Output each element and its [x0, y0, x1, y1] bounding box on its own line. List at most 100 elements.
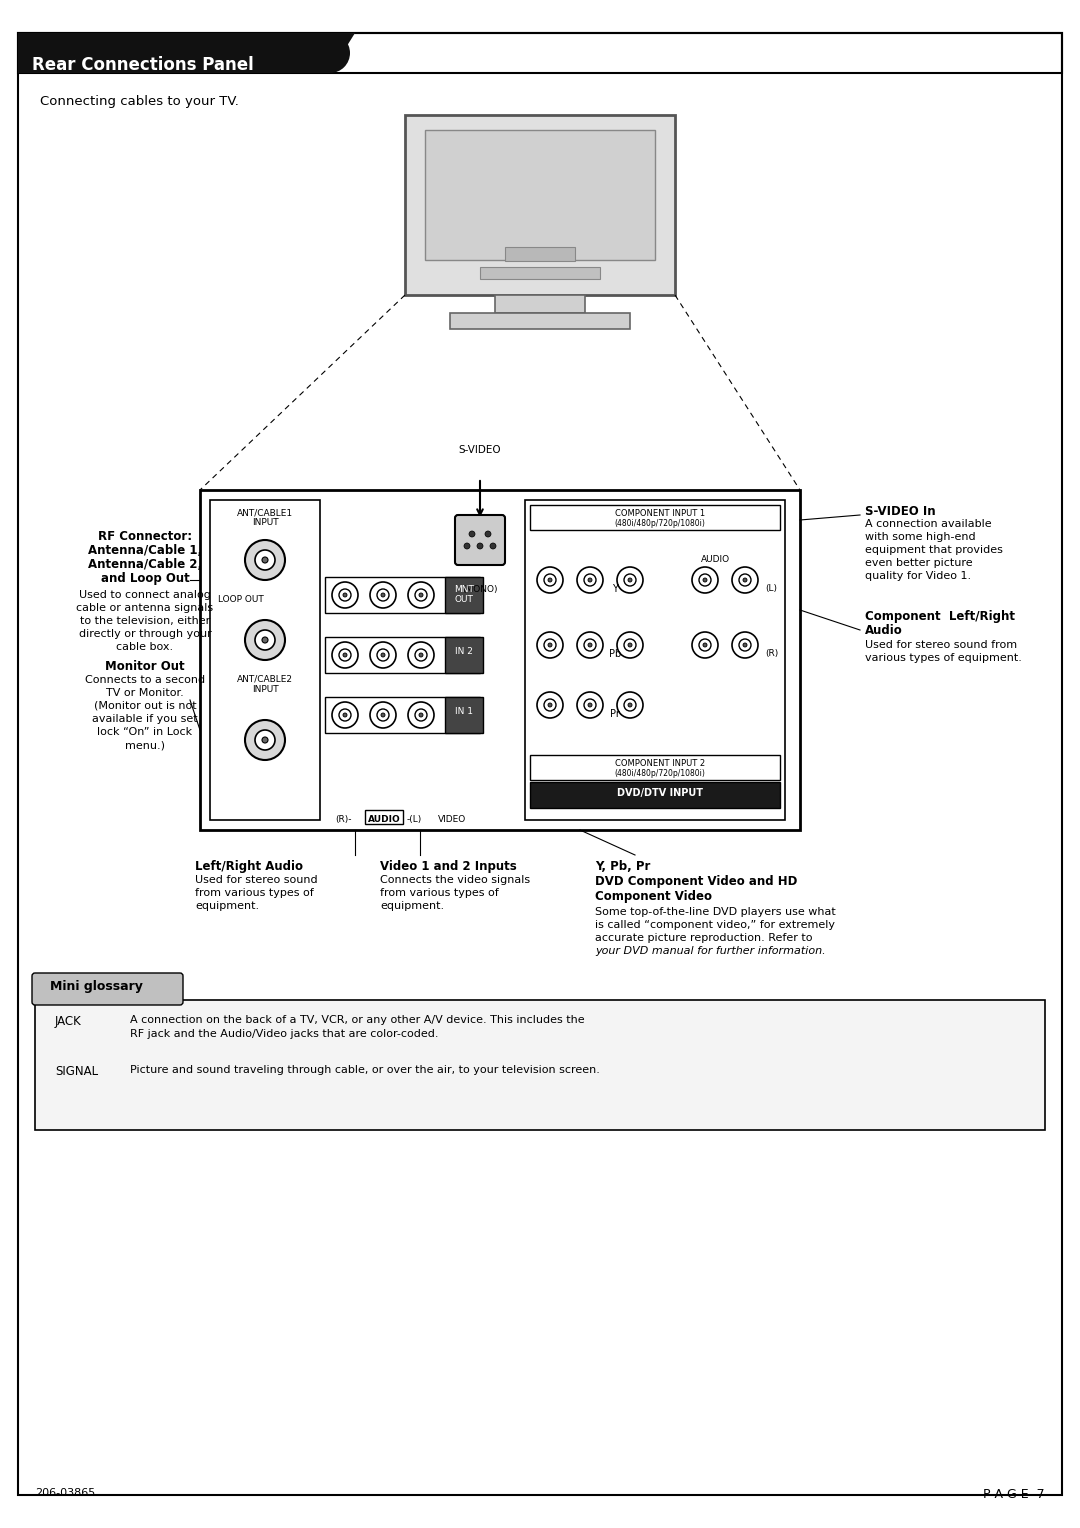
Circle shape: [408, 701, 434, 727]
Bar: [505, 248, 575, 261]
Text: DVD Component Video and HD: DVD Component Video and HD: [595, 876, 797, 888]
Circle shape: [624, 575, 636, 587]
Circle shape: [577, 692, 603, 718]
Text: Antenna/Cable 2,: Antenna/Cable 2,: [87, 558, 202, 571]
Text: DVD/DTV INPUT: DVD/DTV INPUT: [617, 788, 703, 798]
Circle shape: [255, 630, 275, 649]
Text: your DVD manual for further information.: your DVD manual for further information.: [595, 946, 825, 957]
Circle shape: [370, 701, 396, 727]
Circle shape: [381, 593, 384, 597]
Text: A connection on the back of a TV, VCR, or any other A/V device. This includes th: A connection on the back of a TV, VCR, o…: [130, 1015, 589, 1025]
Text: INPUT: INPUT: [252, 685, 279, 694]
FancyBboxPatch shape: [455, 515, 505, 565]
Circle shape: [370, 582, 396, 608]
Circle shape: [377, 588, 389, 601]
Text: -(L): -(L): [407, 814, 422, 824]
Bar: [426, 130, 654, 260]
Circle shape: [588, 643, 592, 646]
Text: (L): (L): [765, 584, 777, 593]
Circle shape: [627, 643, 632, 646]
Bar: [450, 313, 630, 329]
Circle shape: [703, 578, 707, 582]
Text: IN 2: IN 2: [455, 646, 473, 656]
Text: directly or through your: directly or through your: [79, 630, 212, 639]
Circle shape: [415, 649, 427, 662]
Circle shape: [419, 714, 423, 717]
Text: cable box.: cable box.: [117, 642, 174, 652]
Text: RF Connector:: RF Connector:: [98, 530, 192, 542]
Circle shape: [577, 633, 603, 659]
Text: Component Video: Component Video: [595, 889, 712, 903]
Text: OUT: OUT: [455, 594, 473, 604]
Text: menu.): menu.): [125, 740, 165, 750]
Circle shape: [548, 643, 552, 646]
Circle shape: [419, 593, 423, 597]
Text: to the television, either: to the television, either: [80, 616, 211, 626]
Text: Connects to a second: Connects to a second: [85, 675, 205, 685]
Text: ANT/CABLE2: ANT/CABLE2: [237, 675, 293, 685]
Circle shape: [370, 642, 396, 668]
Circle shape: [255, 550, 275, 570]
Circle shape: [339, 588, 351, 601]
Text: TV or Monitor.: TV or Monitor.: [106, 688, 184, 698]
Text: A connection available: A connection available: [865, 520, 991, 529]
Text: 206-03865: 206-03865: [35, 1488, 95, 1497]
Text: lock “On” in Lock: lock “On” in Lock: [97, 727, 192, 736]
Text: quality for Video 1.: quality for Video 1.: [865, 571, 971, 581]
Text: Y: Y: [612, 584, 618, 594]
Circle shape: [703, 643, 707, 646]
Circle shape: [588, 703, 592, 707]
Text: JACK: JACK: [55, 1015, 82, 1028]
Text: from various types of: from various types of: [380, 888, 499, 898]
Circle shape: [245, 720, 285, 759]
Circle shape: [584, 698, 596, 711]
Text: Video 1 and 2 Inputs: Video 1 and 2 Inputs: [380, 860, 516, 872]
Circle shape: [617, 633, 643, 659]
Text: RF jack and the Audio/Video jacks that are color-coded.: RF jack and the Audio/Video jacks that a…: [130, 1028, 438, 1039]
Text: Connects the video signals: Connects the video signals: [380, 876, 530, 885]
Text: (R)-: (R)-: [335, 814, 351, 824]
Text: equipment.: equipment.: [195, 902, 259, 911]
Text: with some high-end: with some high-end: [865, 532, 975, 542]
Circle shape: [343, 652, 347, 657]
Text: Left/Right Audio: Left/Right Audio: [195, 860, 303, 872]
Text: equipment that provides: equipment that provides: [865, 545, 1003, 555]
Text: (Monitor out is not: (Monitor out is not: [94, 701, 197, 711]
Bar: [530, 755, 780, 779]
Circle shape: [377, 709, 389, 721]
Bar: [210, 500, 320, 821]
Text: Mini glossary: Mini glossary: [50, 979, 143, 993]
Circle shape: [262, 558, 268, 562]
Circle shape: [381, 652, 384, 657]
Circle shape: [692, 633, 718, 659]
Circle shape: [262, 637, 268, 643]
Text: IN 1: IN 1: [455, 707, 473, 717]
Text: AUDIO: AUDIO: [367, 814, 401, 824]
Bar: [445, 697, 483, 733]
Circle shape: [739, 639, 751, 651]
Text: VIDEO: VIDEO: [438, 814, 467, 824]
Circle shape: [588, 578, 592, 582]
Text: (480i/480p/720p/1080i): (480i/480p/720p/1080i): [615, 769, 705, 778]
FancyBboxPatch shape: [32, 973, 183, 1005]
Circle shape: [544, 575, 556, 587]
Circle shape: [617, 567, 643, 593]
Bar: [325, 697, 480, 733]
Bar: [325, 637, 480, 672]
Circle shape: [544, 698, 556, 711]
Circle shape: [477, 542, 483, 549]
Text: various types of equipment.: various types of equipment.: [865, 652, 1022, 663]
Text: Antenna/Cable 1,: Antenna/Cable 1,: [87, 544, 202, 558]
Circle shape: [339, 649, 351, 662]
Circle shape: [627, 578, 632, 582]
Text: even better picture: even better picture: [865, 558, 973, 568]
Text: S-VIDEO: S-VIDEO: [459, 445, 501, 455]
Text: is called “component video,” for extremely: is called “component video,” for extreme…: [595, 920, 835, 931]
Circle shape: [332, 701, 357, 727]
Bar: [200, 490, 800, 830]
Bar: [495, 295, 585, 313]
Circle shape: [584, 639, 596, 651]
Circle shape: [310, 34, 350, 73]
Text: accurate picture reproduction. Refer to: accurate picture reproduction. Refer to: [595, 934, 812, 943]
Circle shape: [617, 692, 643, 718]
